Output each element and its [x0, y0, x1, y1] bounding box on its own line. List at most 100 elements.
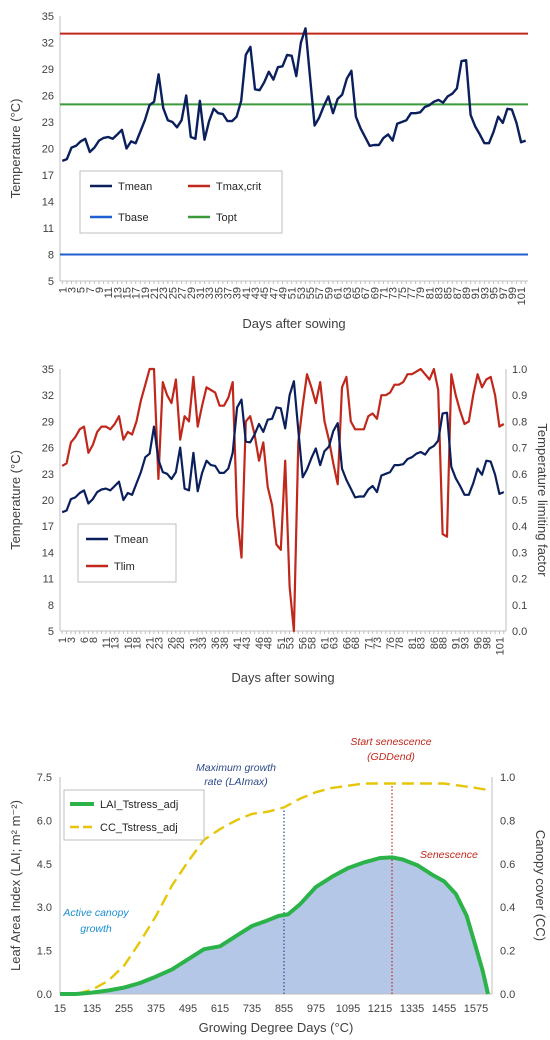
x-tick-label: 13 — [112, 287, 124, 299]
y2-tick-label: 0.0 — [500, 989, 515, 1001]
x-tick-label: 78 — [394, 637, 406, 649]
y-tick-label: 14 — [42, 197, 54, 209]
x-tick-label: 25 — [167, 287, 179, 299]
x-tick-label: 71 — [378, 287, 390, 299]
series-line-tmean — [61, 27, 527, 163]
x-tick-label: 93 — [479, 287, 491, 299]
x-tick-label: 495 — [179, 1003, 197, 1015]
y-tick-label: 8 — [48, 600, 54, 612]
y2-tick-label: 0.2 — [512, 574, 527, 586]
x-tick-label: 35 — [213, 287, 225, 299]
x-tick-label: 3 — [66, 287, 78, 293]
x-tick-label: 98 — [481, 637, 493, 649]
y-tick-label: 11 — [43, 574, 54, 586]
y2-tick-label: 0.4 — [500, 902, 515, 914]
x-tick-label: 73 — [388, 287, 400, 299]
x-tick-label: 135 — [83, 1003, 101, 1015]
x-tick-label: 11 — [103, 287, 115, 298]
x-tick-label: 89 — [461, 287, 473, 299]
x-tick-label: 71 — [363, 637, 375, 649]
x-tick-label: 48 — [263, 637, 275, 649]
y2-tick-label: 0.7 — [512, 443, 527, 455]
x-tick-label: 1095 — [336, 1003, 360, 1015]
x-tick-label: 87 — [452, 287, 464, 299]
x-tick-label: 29 — [186, 287, 198, 299]
x-tick-label: 33 — [197, 637, 209, 649]
x-tick-label: 45 — [259, 287, 271, 299]
legend-label: Tbase — [118, 212, 149, 224]
y2-tick-label: 0.6 — [512, 469, 527, 481]
x-axis-label: Growing Degree Days (°C) — [199, 1020, 354, 1035]
x-tick-label: 41 — [241, 287, 253, 299]
chart-3: 0.0 1.5 3.0 4.5 6.0 7.5 0.0 0.2 0.4 0.6 0.8 1.0 15 13… — [8, 736, 548, 1035]
y-axis-label: Temperature (°C) — [8, 450, 23, 550]
x-tick-label: 61 — [320, 637, 332, 649]
series-line-tmean — [61, 380, 505, 514]
annotation: Start senescence — [350, 736, 431, 748]
y-tick-label: 17 — [42, 521, 54, 533]
x-tick-label: 85 — [443, 287, 455, 299]
x-tick-label: 28 — [175, 637, 187, 649]
x-tick-label: 31 — [195, 287, 207, 299]
x-tick-label: 615 — [211, 1003, 229, 1015]
y2-tick-label: 0.1 — [512, 600, 527, 612]
x-tick-label: 21 — [145, 637, 157, 649]
annotation: growth — [80, 923, 112, 935]
x-tick-label: 16 — [123, 637, 135, 649]
y2-axis-label: Canopy cover (CC) — [533, 830, 548, 941]
y-tick-label: 17 — [42, 170, 54, 182]
x-tick-label: 57 — [314, 287, 326, 299]
y2-tick-label: 0.8 — [500, 815, 515, 827]
x-tick-label: 6 — [79, 637, 91, 643]
y2-tick-label: 0.9 — [512, 390, 527, 402]
y-tick-label: 4.5 — [37, 859, 52, 871]
legend-label: Topt — [216, 212, 237, 224]
y-tick-label: 35 — [42, 364, 54, 376]
annotation: (GDDend) — [367, 751, 415, 763]
x-tick-label: 11 — [101, 637, 113, 648]
y-tick-label: 32 — [42, 38, 54, 50]
x-axis-label: Days after sowing — [231, 670, 334, 685]
x-tick-label: 67 — [360, 287, 372, 299]
annotation: Maximum growth — [196, 762, 276, 774]
x-tick-label: 58 — [306, 637, 318, 649]
legend-label: Tlim — [114, 561, 135, 573]
x-tick-label: 18 — [132, 637, 144, 649]
x-tick-label: 21 — [149, 287, 161, 299]
y-tick-label: 6.0 — [37, 815, 52, 827]
legend — [63, 789, 205, 841]
x-tick-label: 63 — [342, 287, 354, 299]
x-tick-label: 1455 — [432, 1003, 456, 1015]
x-tick-label: 23 — [158, 287, 170, 299]
x-tick-label: 83 — [434, 287, 446, 299]
x-tick-label: 53 — [285, 637, 297, 649]
x-tick-label: 46 — [254, 637, 266, 649]
x-tick-label: 255 — [115, 1003, 133, 1015]
series-line-cc — [60, 782, 489, 996]
x-tick-label: 63 — [328, 637, 340, 649]
x-tick-label: 53 — [296, 287, 308, 299]
x-tick-label: 61 — [333, 287, 345, 299]
x-tick-label: 1335 — [400, 1003, 424, 1015]
y-axis-label: Leaf Area Index (LAI; m² m⁻²) — [8, 800, 23, 971]
y2-tick-label: 0.3 — [512, 547, 527, 559]
x-tick-label: 77 — [406, 287, 418, 299]
annotation: rate (LAImax) — [204, 776, 268, 788]
x-tick-label: 19 — [140, 287, 152, 299]
x-tick-label: 51 — [287, 287, 299, 299]
x-tick-label: 1575 — [464, 1003, 488, 1015]
y-tick-label: 35 — [42, 11, 54, 23]
x-tick-label: 31 — [188, 637, 200, 649]
y-tick-label: 14 — [42, 547, 54, 559]
y-axis-label: Temperature (°C) — [8, 99, 23, 199]
lai-area — [60, 857, 488, 994]
annotation: Senescence — [420, 849, 478, 861]
x-tick-label: 37 — [222, 287, 234, 299]
x-tick-label: 95 — [489, 287, 501, 299]
y2-axis-label: Temperature limiting factor — [535, 423, 550, 577]
x-tick-label: 91 — [451, 637, 463, 649]
x-tick-label: 38 — [219, 637, 231, 649]
y-tick-label: 29 — [42, 416, 54, 428]
y2-tick-label: 0.5 — [512, 495, 527, 507]
x-tick-label: 69 — [369, 287, 381, 299]
